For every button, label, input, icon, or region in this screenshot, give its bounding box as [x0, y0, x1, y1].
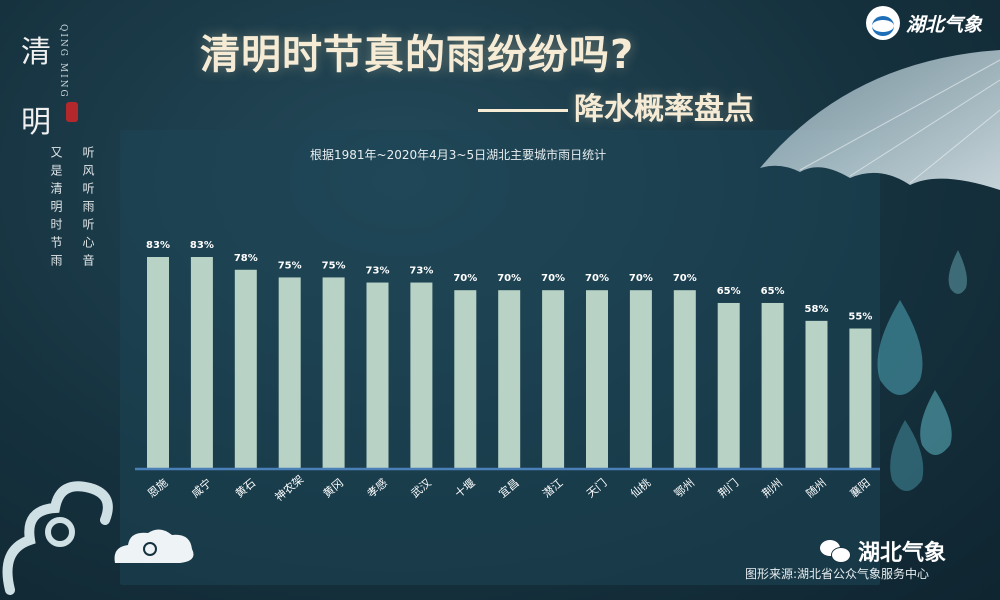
small-cloud-icon: [114, 529, 194, 563]
bar-恩施: [147, 257, 169, 469]
pinyin-label: QING MING: [58, 24, 68, 99]
bar-潜江: [542, 290, 565, 469]
wechat-account: 湖北气象: [820, 535, 946, 567]
vertical-title-char: 清: [21, 35, 51, 70]
x-tick-label: 天门: [584, 476, 610, 501]
x-tick-label: 孝感: [365, 476, 390, 500]
x-tick-label: 随州: [803, 476, 829, 501]
brand-logo-text: 湖北气象: [906, 13, 983, 36]
x-tick-label: 仙桃: [627, 476, 653, 501]
data-label: 70%: [629, 273, 653, 284]
data-label: 83%: [146, 240, 170, 251]
data-label: 70%: [673, 273, 697, 284]
data-label: 78%: [234, 253, 258, 264]
x-tick-label: 襄阳: [847, 476, 873, 501]
raindrop-icon: [948, 250, 967, 294]
bar-黄冈: [322, 277, 345, 469]
bar-十堰: [454, 290, 477, 469]
red-seal-stamp: [66, 102, 78, 122]
page-subtitle: 降水概率盘点: [478, 84, 754, 128]
data-label: 58%: [805, 304, 829, 315]
x-tick-label: 宜昌: [496, 476, 522, 501]
bar-孝感: [366, 282, 389, 469]
x-tick-label: 黄冈: [320, 476, 346, 501]
data-label: 75%: [322, 260, 346, 271]
raindrop-icon: [920, 390, 952, 455]
data-label: 73%: [409, 266, 433, 277]
chart-title: 根据1981年~2020年4月3~5日湖北主要城市雨日统计: [310, 148, 607, 162]
x-tick-label: 黄石: [232, 476, 258, 501]
bar-襄阳: [849, 328, 872, 469]
data-label: 73%: [366, 266, 390, 277]
bar-鄂州: [673, 290, 696, 469]
x-tick-label: 神农架: [272, 472, 306, 504]
data-label: 70%: [453, 273, 477, 284]
wechat-account-name: 湖北气象: [858, 541, 947, 566]
bar-荆门: [717, 302, 740, 469]
x-tick-label: 荆州: [760, 476, 785, 500]
x-tick-label: 十堰: [452, 476, 478, 501]
page-title: 清明时节真的雨纷纷吗?: [200, 32, 635, 78]
data-label: 70%: [541, 273, 565, 284]
bar-咸宁: [190, 257, 213, 469]
data-label: 83%: [190, 240, 214, 251]
bar-仙桃: [629, 290, 652, 469]
poem-line-2: 又是清明时节雨: [49, 146, 63, 272]
bar-荆州: [761, 302, 784, 469]
data-label: 55%: [848, 312, 872, 323]
umbrella-icon: [760, 50, 1000, 190]
x-tick-label: 咸宁: [188, 476, 214, 501]
raindrops-decoration: [877, 250, 967, 491]
bar-天门: [586, 290, 608, 469]
wechat-icon: [820, 540, 851, 563]
raindrop-icon: [877, 300, 923, 395]
x-tick-label: 鄂州: [672, 476, 697, 500]
subtitle-dash: [478, 109, 568, 112]
x-tick-label: 恩施: [145, 476, 170, 500]
data-label: 65%: [761, 286, 785, 297]
hubei-weather-logo-icon: [866, 6, 900, 40]
bar-武汉: [410, 282, 433, 469]
bar-黄石: [234, 269, 257, 469]
page-subtitle-text: 降水概率盘点: [574, 92, 754, 127]
x-tick-label: 潜江: [540, 476, 566, 501]
x-tick-label: 武汉: [409, 476, 434, 500]
bar-随州: [805, 320, 828, 469]
data-label: 70%: [585, 273, 609, 284]
data-label: 65%: [717, 286, 741, 297]
poem-line-1: 听风听雨听心音: [81, 146, 95, 272]
bar-神农架: [278, 277, 301, 469]
vertical-title-char: 明: [21, 105, 51, 140]
bar-宜昌: [498, 290, 521, 469]
raindrop-icon: [890, 420, 924, 491]
source-credit: 图形来源:湖北省公众气象服务中心: [745, 567, 930, 581]
brand-logo: 湖北气象: [866, 6, 982, 40]
data-label: 70%: [497, 273, 521, 284]
cloud-pattern-icon: [2, 481, 113, 595]
data-label: 75%: [278, 260, 302, 271]
vertical-title: 清 明: [18, 18, 54, 158]
x-tick-label: 荆门: [715, 476, 741, 501]
